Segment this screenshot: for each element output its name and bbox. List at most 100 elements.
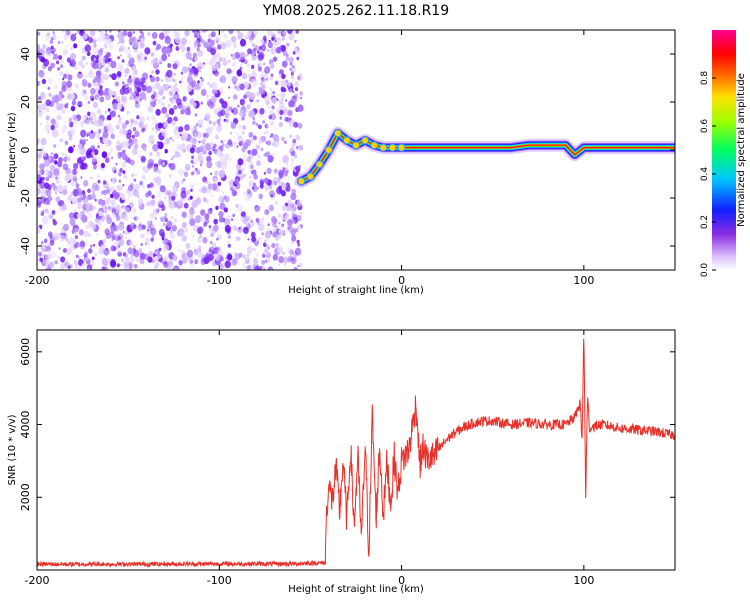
noise-speckle: [277, 94, 280, 97]
noise-speckle: [287, 219, 293, 227]
noise-speckle: [81, 214, 88, 223]
x-tick-label: 0: [398, 274, 405, 287]
noise-speckle: [117, 249, 122, 254]
noise-speckle: [270, 73, 274, 77]
noise-speckle: [157, 191, 163, 198]
noise-speckle: [246, 53, 249, 57]
noise-speckle: [245, 215, 251, 222]
noise-speckle: [110, 229, 115, 234]
noise-speckle: [174, 32, 181, 40]
noise-speckle: [252, 120, 256, 125]
noise-speckle: [50, 152, 54, 156]
noise-speckle: [176, 204, 181, 209]
noise-speckle: [294, 93, 298, 99]
noise-speckle: [260, 79, 266, 85]
noise-speckle: [153, 91, 156, 94]
noise-speckle: [154, 266, 157, 269]
snr-frame: [36, 329, 676, 571]
noise-speckle: [237, 135, 243, 142]
noise-speckle: [217, 248, 224, 257]
noise-speckle: [163, 260, 167, 265]
noise-speckle: [231, 218, 234, 221]
noise-speckle: [264, 230, 272, 239]
noise-speckle: [45, 107, 50, 113]
noise-speckle: [77, 197, 82, 204]
noise-speckle: [92, 101, 99, 109]
noise-speckle: [133, 250, 140, 258]
noise-speckle: [120, 263, 123, 267]
noise-speckle: [150, 199, 156, 206]
noise-speckle: [286, 42, 290, 47]
noise-speckle: [112, 221, 115, 225]
noise-speckle: [70, 33, 77, 42]
noise-speckle: [229, 30, 232, 33]
noise-speckle: [226, 68, 232, 75]
noise-speckle: [79, 211, 83, 216]
noise-speckle: [107, 61, 110, 64]
noise-speckle: [245, 193, 251, 202]
noise-speckle: [277, 213, 281, 218]
noise-speckle: [153, 166, 158, 173]
noise-speckle: [96, 123, 99, 127]
noise-speckle: [267, 49, 270, 52]
noise-speckle: [283, 157, 286, 161]
noise-speckle: [79, 71, 81, 75]
noise-speckle: [144, 47, 151, 55]
noise-speckle: [84, 44, 91, 52]
noise-speckle: [119, 167, 123, 173]
x-tick-label: -100: [207, 274, 232, 287]
noise-speckle: [268, 204, 275, 212]
noise-speckle: [60, 64, 64, 69]
noise-speckle: [49, 40, 53, 44]
noise-speckle: [141, 224, 146, 230]
noise-speckle: [163, 261, 169, 268]
noise-speckle: [215, 255, 221, 262]
noise-speckle: [172, 78, 176, 83]
noise-speckle: [203, 41, 209, 48]
noise-speckle: [129, 123, 134, 130]
noise-speckle: [90, 260, 95, 267]
noise-speckle: [278, 221, 281, 225]
noise-speckle: [54, 85, 58, 89]
noise-speckle: [209, 227, 213, 232]
noise-speckle: [99, 30, 105, 36]
noise-speckle: [257, 154, 261, 160]
noise-speckle: [254, 53, 257, 57]
noise-speckle: [149, 220, 153, 224]
noise-speckle: [263, 62, 266, 66]
noise-speckle: [97, 49, 103, 56]
noise-speckle: [171, 221, 176, 227]
noise-speckle: [137, 224, 143, 231]
noise-speckle: [90, 87, 96, 95]
noise-speckle: [270, 113, 277, 121]
noise-speckle: [110, 133, 115, 140]
noise-speckle: [267, 155, 274, 163]
noise-speckle: [265, 78, 268, 81]
noise-speckle: [132, 148, 138, 155]
noise-speckle: [291, 73, 294, 77]
noise-speckle: [137, 183, 141, 188]
noise-speckle: [289, 62, 293, 66]
noise-speckle: [186, 84, 193, 92]
noise-speckle: [262, 120, 265, 124]
noise-speckle: [43, 238, 48, 244]
noise-speckle: [244, 230, 248, 235]
noise-speckle: [164, 47, 171, 55]
noise-speckle: [137, 56, 142, 63]
noise-speckle: [285, 56, 290, 63]
noise-speckle: [204, 218, 210, 224]
noise-speckle: [180, 71, 184, 75]
noise-speckle: [228, 30, 233, 34]
noise-speckle: [88, 248, 93, 254]
noise-speckle: [160, 79, 163, 82]
noise-speckle: [81, 79, 88, 87]
noise-speckle: [211, 31, 216, 38]
noise-speckle: [194, 39, 200, 47]
noise-speckle: [290, 95, 297, 104]
noise-speckle: [80, 156, 85, 161]
noise-speckle: [250, 161, 254, 165]
noise-speckle: [270, 194, 274, 198]
noise-speckle: [116, 140, 121, 146]
noise-speckle: [98, 35, 104, 42]
noise-speckle: [290, 162, 295, 168]
